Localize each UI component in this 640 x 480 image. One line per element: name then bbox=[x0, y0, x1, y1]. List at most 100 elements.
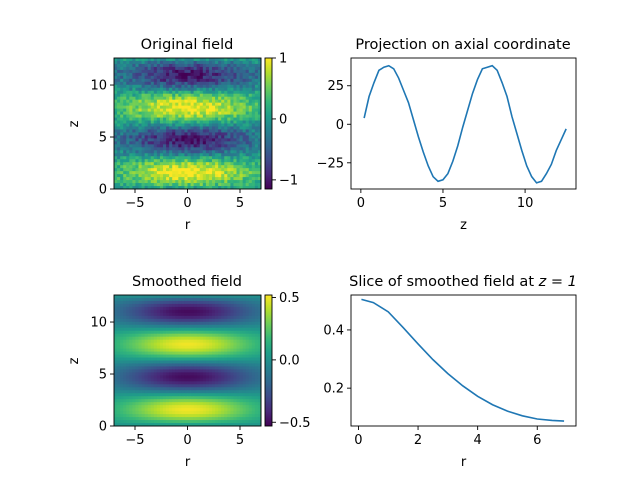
smoothed-field-cell bbox=[248, 321, 253, 326]
smoothed-field-cell bbox=[236, 327, 240, 332]
original-field-cell bbox=[227, 108, 231, 112]
original-field-cell bbox=[181, 105, 185, 110]
smoothed-field-cell bbox=[120, 366, 124, 370]
smoothed-field-cell bbox=[224, 303, 228, 308]
smoothed-field-cell bbox=[120, 318, 124, 323]
smoothed-field-cell bbox=[120, 330, 124, 335]
smoothed-field-cell bbox=[190, 300, 195, 305]
smoothed-field-cell bbox=[218, 306, 222, 311]
smoothed-field-cell bbox=[120, 423, 124, 427]
smoothed-field-cell bbox=[218, 393, 222, 397]
smoothed-field-cell bbox=[227, 321, 231, 326]
smoothed-field-cell bbox=[138, 348, 142, 352]
smoothed-field-cell bbox=[202, 321, 207, 326]
original-field-cell bbox=[117, 186, 121, 190]
smoothed-field-cell bbox=[175, 339, 179, 344]
smoothed-field-cell bbox=[215, 306, 219, 311]
smoothed-field-cell bbox=[193, 372, 198, 376]
smoothed-field-cell bbox=[254, 321, 259, 326]
smoothed-field-cell bbox=[251, 315, 256, 320]
original-field-cell bbox=[257, 108, 262, 112]
original-field-cell bbox=[150, 144, 155, 148]
smoothed-field-cell bbox=[218, 405, 222, 409]
smoothed-field-cell bbox=[233, 393, 237, 397]
original-field-cell bbox=[147, 84, 152, 89]
original-field-cell bbox=[221, 99, 225, 104]
original-field-cell bbox=[257, 105, 262, 110]
smoothed-field-cell bbox=[138, 408, 142, 412]
smoothed-field-cell bbox=[184, 393, 188, 397]
original-field-cell bbox=[233, 93, 237, 98]
original-field-cell bbox=[190, 147, 195, 151]
original-field-cell bbox=[114, 58, 118, 62]
smoothed-field-cell bbox=[163, 333, 167, 338]
smoothed-field-cell bbox=[150, 405, 155, 409]
original-field-cell bbox=[236, 102, 240, 107]
smoothed-field-cell bbox=[251, 318, 256, 323]
original-field-cell bbox=[132, 174, 136, 178]
smoothed-field-cell bbox=[208, 423, 213, 427]
smoothed-field-cell bbox=[114, 354, 118, 358]
smoothed-field-cell bbox=[215, 375, 219, 379]
smoothed-field-cell bbox=[257, 393, 262, 397]
original-field-cell bbox=[141, 129, 146, 133]
original-field-cell bbox=[132, 168, 136, 172]
smoothed-field-cell bbox=[156, 396, 161, 400]
original-field-cell bbox=[156, 159, 161, 163]
smoothed-field-cell bbox=[208, 303, 213, 308]
smoothed-field-cell bbox=[172, 360, 176, 364]
smoothed-field-cell bbox=[190, 396, 195, 400]
original-field-cell bbox=[245, 132, 250, 136]
original-field-cell bbox=[114, 111, 118, 115]
smoothed-field-cell bbox=[163, 330, 167, 335]
smoothed-field-cell bbox=[245, 369, 250, 373]
smoothed-field-cell bbox=[215, 312, 219, 317]
original-field-cell bbox=[123, 63, 127, 68]
smoothed-field-cell bbox=[251, 396, 256, 400]
original-field-cell bbox=[172, 138, 176, 142]
smoothed-field-cell bbox=[172, 336, 176, 341]
original-field-cell bbox=[199, 78, 204, 83]
original-field-cell bbox=[227, 147, 231, 151]
smoothed-field-cell bbox=[120, 408, 124, 412]
smoothed-field-cell bbox=[199, 297, 204, 302]
original-field-cell bbox=[135, 159, 139, 163]
smoothed-field-cell bbox=[215, 372, 219, 376]
original-field-cell bbox=[187, 58, 191, 62]
original-field-cell bbox=[147, 147, 152, 151]
smoothed-field-cell bbox=[120, 324, 124, 329]
original-field-cell bbox=[120, 60, 124, 65]
smoothed-field-cell bbox=[230, 420, 234, 424]
original-field-cell bbox=[126, 99, 130, 104]
smoothed-field-cell bbox=[245, 387, 250, 391]
original-field-cell bbox=[233, 168, 237, 172]
original-field-cell bbox=[251, 120, 256, 124]
original-field-cell bbox=[205, 75, 210, 80]
smoothed-field-cell bbox=[245, 306, 250, 311]
original-field-cell bbox=[205, 84, 210, 89]
original-field-cell bbox=[172, 58, 176, 62]
smoothed-field-cell bbox=[212, 372, 216, 376]
original-field-cell bbox=[135, 177, 139, 181]
smoothed-field-cell bbox=[218, 381, 222, 385]
smoothed-field-cell bbox=[236, 351, 240, 355]
original-field-cell bbox=[166, 186, 170, 190]
original-field-cell bbox=[221, 84, 225, 89]
smoothed-field-cell bbox=[147, 303, 152, 308]
original-field-cell bbox=[153, 177, 158, 181]
smoothed-field-cell bbox=[224, 351, 228, 355]
smoothed-field-cell bbox=[245, 417, 250, 421]
smoothed-field-cell bbox=[236, 324, 240, 329]
smoothed-field-cell bbox=[254, 342, 259, 347]
original-field-cell bbox=[184, 66, 188, 71]
smoothed-field-cell bbox=[212, 402, 216, 406]
smoothed-field-cell bbox=[248, 315, 253, 320]
smoothed-field-cell bbox=[196, 339, 201, 344]
original-field-cell bbox=[257, 60, 262, 65]
original-field-cell bbox=[178, 186, 182, 190]
original-field-cell bbox=[254, 63, 259, 68]
smoothed-field-cell bbox=[153, 372, 158, 376]
original-field-cell bbox=[215, 180, 219, 184]
original-field-cell bbox=[172, 186, 176, 190]
original-field-cell bbox=[123, 183, 127, 187]
